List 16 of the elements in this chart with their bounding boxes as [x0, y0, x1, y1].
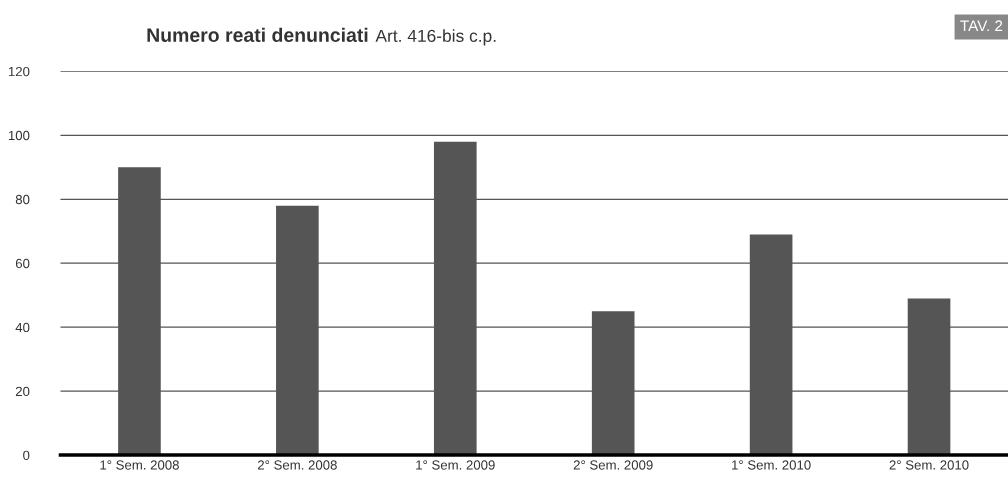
x-tick-label: 2° Sem. 2009: [573, 460, 653, 470]
y-tick-label: 100: [8, 130, 30, 141]
text: TAV. 2: [960, 20, 1003, 32]
x-tick-label: 2° Sem. 2010: [889, 460, 969, 470]
x-tick-label: 1° Sem. 2009: [416, 460, 495, 470]
chart-title: Numero reati denunciati: [147, 27, 368, 43]
chart-subtitle: Art. 416-bis c.p.: [375, 29, 496, 46]
x-tick-label: 2° Sem. 2008: [257, 460, 337, 470]
x-tick-label: 1° Sem. 2008: [100, 460, 179, 470]
y-tick-label: 60: [15, 258, 30, 269]
y-tick-label: 40: [15, 322, 30, 333]
x-tick-label: 1° Sem. 2010: [732, 460, 811, 470]
y-tick-label: 120: [8, 66, 30, 77]
y-tick-label: 0: [23, 450, 30, 461]
y-tick-label: 80: [15, 194, 30, 205]
y-tick-label: 20: [15, 386, 30, 397]
